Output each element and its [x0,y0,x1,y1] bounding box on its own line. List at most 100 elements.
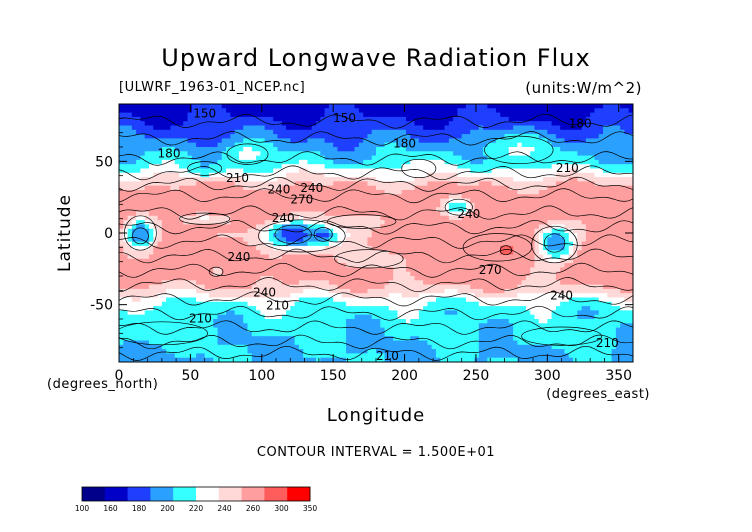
flux-cell [573,254,578,260]
flux-cell [376,224,381,230]
flux-cell [388,224,394,230]
flux-cell [286,194,291,200]
flux-cell [333,202,339,208]
flux-cell [453,254,458,260]
flux-cell [183,159,189,165]
flux-cell [187,228,193,234]
flux-cell [191,116,197,122]
flux-cell [598,237,604,243]
flux-cell [568,271,574,277]
flux-cell [217,112,223,118]
flux-cell [376,280,381,286]
flux-cell [543,220,548,225]
flux-cell [611,198,617,204]
flux-cell [119,245,124,251]
flux-cell [346,241,351,247]
flux-cell [487,168,493,174]
flux-cell [504,177,510,182]
flux-cell [303,228,309,234]
flux-cell [273,237,279,243]
flux-cell [543,198,548,204]
flux-cell [277,108,283,114]
flux-cell [435,121,441,127]
flux-cell [346,138,351,144]
flux-cell [367,280,373,286]
flux-cell [311,116,317,122]
flux-cell [354,138,360,144]
flux-cell [354,108,360,114]
flux-cell [157,233,163,238]
flux-cell [376,138,381,144]
flux-cell [290,112,296,118]
flux-cell [376,276,381,281]
flux-cell [525,220,531,225]
flux-cell [273,245,279,251]
flux-cell [123,116,129,122]
flux-cell [598,258,604,264]
flux-cell [397,185,403,191]
flux-cell [183,168,189,174]
flux-cell [530,220,536,225]
flux-cell [615,267,621,273]
flux-cell [568,202,574,208]
flux-cell [251,142,257,148]
flux-cell [564,177,570,182]
flux-cell [127,125,133,131]
flux-cell [388,276,394,281]
flux-cell [307,245,313,251]
flux-cell [560,116,566,122]
flux-cell [131,276,137,281]
flux-cell [341,138,347,144]
flux-cell [453,155,458,161]
flux-cell [615,164,621,170]
flux-cell [251,151,257,157]
flux-cell [380,138,386,144]
flux-cell [500,254,506,260]
flux-cell [585,224,591,230]
flux-cell [551,228,557,234]
flux-cell [286,108,291,114]
flux-cell [208,129,214,135]
flux-cell [311,237,317,243]
flux-cell [577,155,583,161]
flux-cell [290,271,296,277]
flux-cell [405,198,411,204]
flux-cell [204,104,210,109]
flux-cell [624,237,630,243]
flux-cell [187,258,193,264]
flux-cell [294,263,300,268]
flux-cell [478,245,484,251]
flux-cell [238,185,244,191]
flux-cell [521,258,527,264]
flux-cell [410,215,416,221]
flux-cell [264,263,270,268]
flux-cell [410,134,416,139]
flux-cell [234,151,240,157]
flux-cell [603,177,608,182]
flux-cell [491,172,497,178]
flux-cell [444,207,450,213]
flux-cell [166,237,171,243]
flux-cell [371,185,377,191]
flux-cell [346,147,351,152]
flux-cell [483,121,488,127]
flux-cell [598,263,604,268]
flux-cell [324,202,330,208]
flux-cell [153,198,159,204]
flux-cell [611,112,617,118]
flux-cell [208,215,214,221]
flux-cell [538,194,544,200]
flux-cell [303,198,309,204]
flux-cell [170,271,176,277]
flux-cell [388,134,394,139]
flux-cell [170,151,176,157]
flux-cell [286,233,291,238]
flux-cell [148,215,154,221]
flux-cell [517,147,523,152]
flux-cell [148,233,154,238]
flux-cell [581,245,587,251]
flux-cell [341,104,347,109]
flux-cell [273,224,279,230]
flux-cell [611,159,617,165]
flux-cell [590,194,596,200]
